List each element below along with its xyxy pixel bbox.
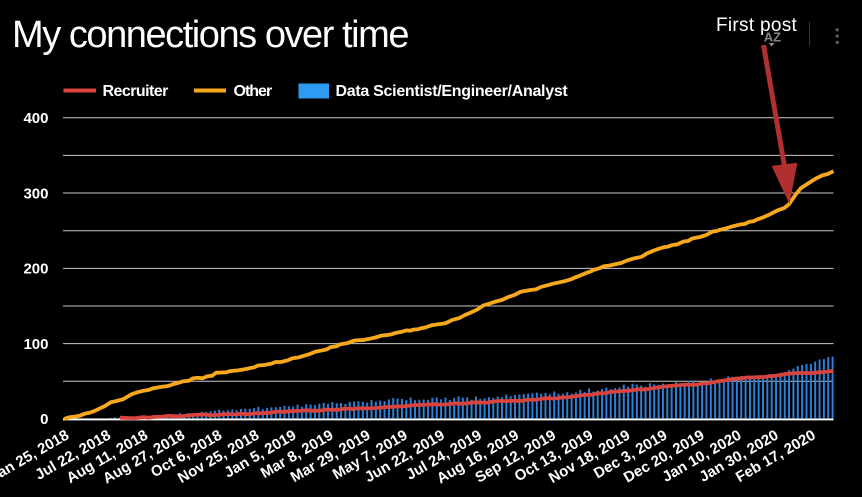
svg-text:Other: Other <box>234 83 272 100</box>
svg-text:100: 100 <box>23 336 48 353</box>
svg-text:0: 0 <box>40 411 48 428</box>
svg-text:First post: First post <box>716 15 798 36</box>
svg-text:300: 300 <box>23 185 48 202</box>
svg-text:Data Scientist/Engineer/Analys: Data Scientist/Engineer/Analyst <box>336 83 569 100</box>
svg-text:400: 400 <box>23 110 48 127</box>
svg-text:200: 200 <box>23 261 48 278</box>
svg-text:AZ: AZ <box>764 30 781 45</box>
svg-text:My connections over time: My connections over time <box>12 14 408 56</box>
svg-text:Recruiter: Recruiter <box>103 83 169 100</box>
